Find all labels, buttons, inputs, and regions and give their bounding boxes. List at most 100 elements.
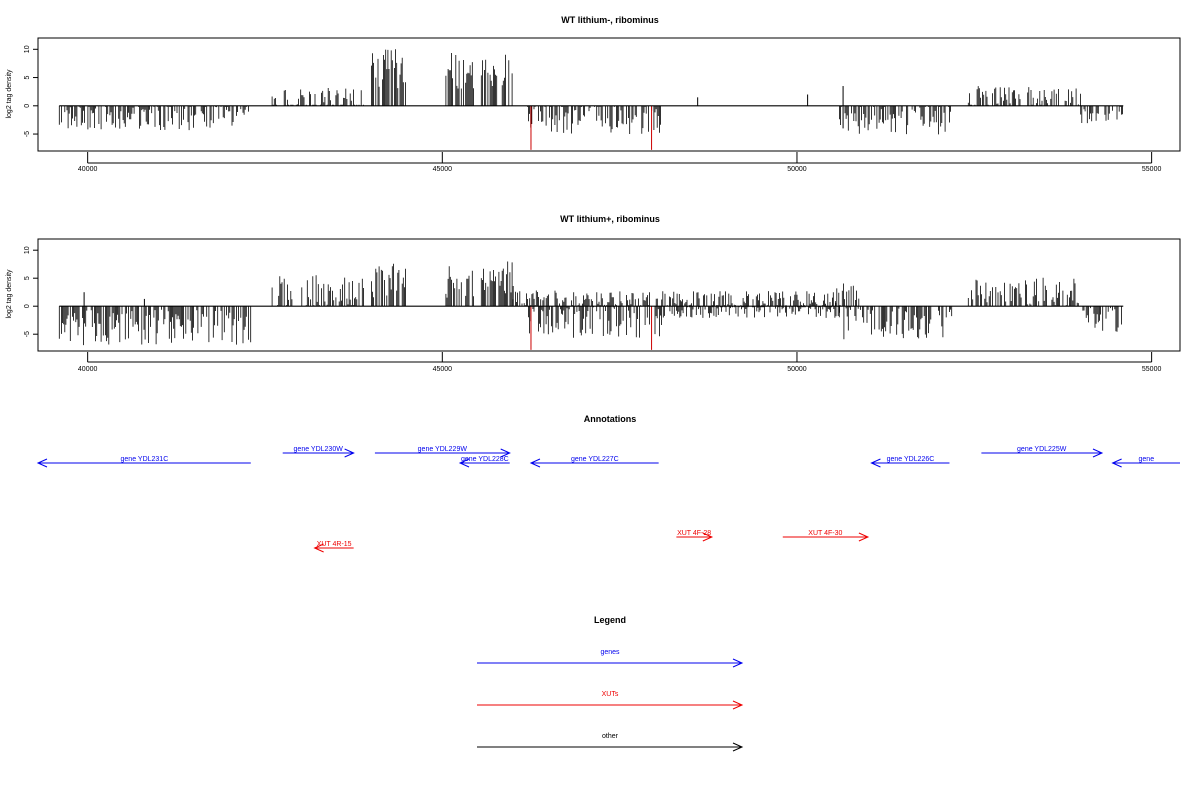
legend: Legend genes XUTs other bbox=[477, 615, 744, 752]
density-bars-segment bbox=[662, 306, 840, 318]
feature-label: gene YDL225W bbox=[1017, 446, 1067, 453]
x-axis: 40000 45000 50000 55000 bbox=[78, 152, 1162, 173]
arrow-head-icon bbox=[702, 532, 714, 542]
feature-xut-4r-15: XUT 4R-15 bbox=[313, 541, 354, 553]
y-axis-label: log2 tag density bbox=[6, 269, 13, 319]
density-bars-segment bbox=[445, 266, 474, 307]
arrow-head-icon bbox=[1111, 458, 1122, 468]
panel-lithium-minus: WT lithium-, ribominus log2 tag density … bbox=[6, 15, 1181, 173]
x-tick-label: 55000 bbox=[1142, 166, 1162, 173]
plot-frame bbox=[37, 37, 1181, 152]
density-bars-segment bbox=[58, 306, 252, 346]
feature-label: gene bbox=[1139, 456, 1155, 463]
y-tick-label: 5 bbox=[24, 276, 31, 280]
arrow-head-icon bbox=[344, 448, 355, 458]
x-tick-label: 50000 bbox=[787, 166, 807, 173]
density-bars-segment bbox=[371, 263, 406, 307]
bars-layer bbox=[58, 261, 1122, 346]
x-axis: 40000 45000 50000 55000 bbox=[78, 352, 1162, 373]
feature-label: gene YDL227C bbox=[571, 456, 619, 463]
y-axis-label: log2 tag density bbox=[6, 69, 13, 119]
feature-gene: gene bbox=[1111, 456, 1180, 468]
arrow-head-icon bbox=[458, 458, 470, 468]
arrow-head-icon bbox=[500, 448, 511, 458]
density-bars-segment bbox=[271, 88, 364, 106]
x-tick-label: 45000 bbox=[433, 366, 453, 373]
density-bars-segment bbox=[445, 53, 474, 106]
arrow-head-icon bbox=[732, 700, 744, 710]
spikes-layer bbox=[83, 292, 653, 350]
chart-title: WT lithium+, ribominus bbox=[560, 214, 660, 224]
density-bars-segment bbox=[58, 105, 249, 131]
y-axis: -5 0 5 10 bbox=[24, 45, 38, 137]
density-bars-segment bbox=[1080, 105, 1123, 124]
y-tick-label: 0 bbox=[24, 104, 31, 108]
legend-label: XUTs bbox=[602, 691, 619, 698]
y-tick-label: -5 bbox=[24, 131, 31, 137]
legend-item-xuts: XUTs bbox=[477, 691, 744, 710]
annotations-title: Annotations bbox=[584, 414, 637, 424]
legend-item-genes: genes bbox=[477, 649, 744, 668]
feature-xut-4f-30: XUT 4F-30 bbox=[782, 530, 870, 542]
arrow-head-icon bbox=[529, 458, 541, 468]
density-bars-segment bbox=[480, 261, 514, 307]
feature-gene-ydl227c: gene YDL227C bbox=[529, 456, 659, 468]
density-bars-segment bbox=[271, 275, 364, 307]
y-tick-label: 0 bbox=[24, 304, 31, 308]
density-bars-segment bbox=[1082, 306, 1122, 332]
legend-title: Legend bbox=[594, 615, 626, 625]
feature-gene-ydl226c: gene YDL226C bbox=[870, 456, 950, 468]
bars-layer bbox=[58, 49, 1123, 135]
plot-frame bbox=[37, 238, 1181, 352]
feature-gene-ydl225w: gene YDL225W bbox=[981, 446, 1104, 458]
feature-label: XUT 4R-15 bbox=[317, 541, 352, 548]
y-tick-label: -5 bbox=[24, 331, 31, 337]
feature-label: gene YDL228C bbox=[461, 456, 509, 463]
arrow-head-icon bbox=[732, 742, 744, 752]
feature-arrows: gene YDL231C gene YDL230W gene YDL229W gene… bbox=[36, 446, 1180, 553]
feature-gene-ydl228c: gene YDL228C bbox=[458, 456, 510, 468]
arrow-head-icon bbox=[858, 532, 870, 542]
feature-label: XUT 4F-28 bbox=[677, 530, 711, 537]
feature-label: gene YDL229W bbox=[418, 446, 468, 453]
density-bars-segment bbox=[967, 277, 1079, 307]
density-bars-segment bbox=[839, 306, 953, 340]
chart-title: WT lithium-, ribominus bbox=[561, 15, 659, 25]
feature-label: gene YDL231C bbox=[121, 456, 169, 463]
density-bars-segment bbox=[371, 49, 406, 106]
y-tick-label: 5 bbox=[24, 76, 31, 80]
legend-items: genes XUTs other bbox=[477, 649, 744, 752]
feature-gene-ydl229w: gene YDL229W bbox=[374, 446, 511, 458]
x-tick-label: 45000 bbox=[433, 166, 453, 173]
feature-label: gene YDL226C bbox=[887, 456, 935, 463]
density-bars-segment bbox=[967, 86, 1081, 106]
arrow-head-icon bbox=[870, 458, 881, 468]
feature-label: gene YDL230W bbox=[294, 446, 344, 453]
y-tick-label: 10 bbox=[24, 45, 31, 53]
x-tick-label: 50000 bbox=[787, 366, 807, 373]
density-bars-segment bbox=[480, 54, 513, 106]
arrow-head-icon bbox=[36, 458, 48, 468]
x-tick-label: 40000 bbox=[78, 366, 98, 373]
y-axis: -5 0 5 10 bbox=[24, 246, 38, 337]
arrow-head-icon bbox=[313, 543, 324, 553]
density-bars-segment bbox=[512, 290, 840, 307]
spikes-layer bbox=[530, 86, 844, 150]
feature-xut-4f-28: XUT 4F-28 bbox=[676, 530, 714, 542]
density-bars-segment bbox=[839, 105, 951, 135]
arrow-head-icon bbox=[1092, 448, 1104, 458]
density-bars-segment bbox=[528, 306, 662, 338]
feature-gene-ydl231c: gene YDL231C bbox=[36, 456, 251, 468]
feature-label: XUT 4F-30 bbox=[808, 530, 842, 537]
x-tick-label: 55000 bbox=[1142, 366, 1162, 373]
feature-gene-ydl230w: gene YDL230W bbox=[282, 446, 355, 458]
density-bars-segment bbox=[832, 283, 860, 307]
arrow-head-icon bbox=[732, 658, 744, 668]
legend-item-other: other bbox=[477, 733, 744, 752]
y-tick-label: 10 bbox=[24, 246, 31, 254]
x-tick-label: 40000 bbox=[78, 166, 98, 173]
legend-label: genes bbox=[600, 649, 620, 656]
legend-label: other bbox=[602, 733, 619, 740]
